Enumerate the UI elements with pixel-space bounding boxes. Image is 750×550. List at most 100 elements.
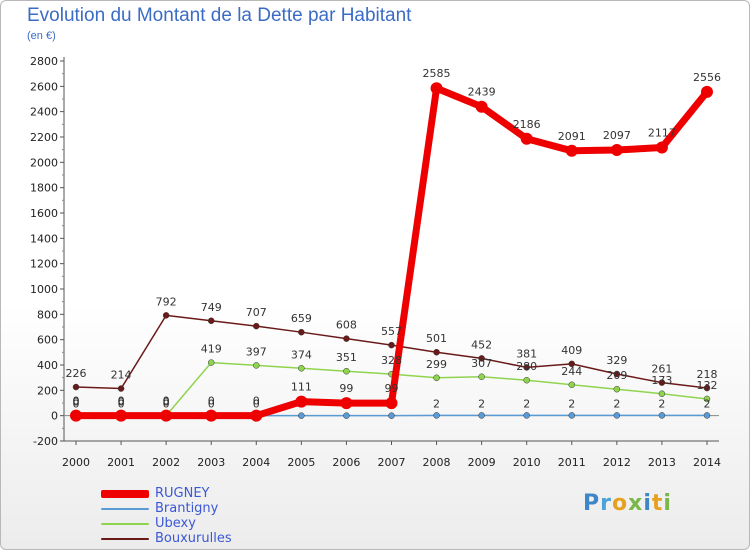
data-label: 0 (73, 398, 80, 411)
data-point (72, 383, 80, 391)
data-label: 2091 (558, 130, 586, 143)
data-label: 608 (336, 319, 357, 332)
data-point (703, 384, 711, 392)
y-tick-label: 800 (37, 308, 58, 321)
y-tick-label: 0 (51, 410, 58, 423)
data-label: 2439 (468, 86, 496, 99)
logo-letter: t (651, 491, 664, 516)
data-point (298, 365, 305, 372)
data-label: 452 (471, 338, 492, 351)
data-label: 707 (246, 306, 267, 319)
data-label: 2 (433, 397, 440, 410)
chart-legend: RUGNEY Brantigny Ubexy Bouxurulles (101, 486, 232, 546)
x-tick-label: 2002 (152, 456, 180, 469)
data-label: 2186 (513, 118, 541, 131)
legend-swatch (101, 489, 149, 498)
data-point (295, 395, 308, 408)
x-tick-label: 2000 (62, 456, 90, 469)
data-point (613, 370, 621, 378)
data-point (343, 412, 350, 419)
data-point (388, 412, 395, 419)
x-tick-label: 2004 (242, 456, 270, 469)
data-label: 749 (201, 301, 222, 314)
data-point (430, 82, 443, 95)
legend-label: Brantigny (155, 500, 219, 516)
data-label: 214 (111, 369, 132, 382)
x-tick-label: 2012 (603, 456, 631, 469)
data-label: 2585 (423, 67, 451, 80)
data-point (478, 373, 485, 381)
data-point (205, 409, 218, 422)
x-tick-label: 2008 (423, 456, 451, 469)
data-label: 261 (651, 363, 672, 376)
data-label: 0 (208, 398, 215, 411)
chart-title: Evolution du Montant de la Dette par Hab… (27, 5, 412, 26)
data-point (207, 359, 215, 366)
data-point (388, 341, 395, 349)
data-point (70, 409, 82, 422)
logo-letter: P (583, 491, 601, 516)
legend-item-bouxurulles: Bouxurulles (101, 531, 232, 546)
data-point (343, 335, 350, 342)
data-point (613, 385, 621, 393)
x-tick-label: 2003 (197, 456, 225, 469)
legend-label: Bouxurulles (155, 530, 232, 546)
data-label: 0 (118, 396, 125, 409)
y-tick-label: 400 (37, 359, 58, 372)
data-point (703, 395, 711, 403)
data-label: 280 (516, 360, 537, 373)
data-point (207, 317, 215, 325)
x-tick-label: 2010 (513, 456, 541, 469)
data-point (433, 374, 440, 382)
data-point (523, 412, 530, 419)
x-tick-label: 2011 (558, 456, 586, 469)
data-point (160, 409, 173, 422)
data-label: 501 (426, 332, 447, 345)
y-tick-label: 1000 (30, 283, 58, 296)
data-point (523, 364, 530, 371)
data-label: 0 (163, 396, 170, 409)
data-point (568, 360, 576, 368)
data-label: 226 (66, 367, 87, 380)
x-tick-label: 2014 (693, 456, 721, 469)
y-tick-label: 1400 (30, 232, 58, 245)
legend-item-ubexy: Ubexy (101, 516, 232, 531)
data-label: 307 (471, 357, 492, 370)
logo-letter: i (663, 491, 672, 516)
data-label: 2 (658, 397, 665, 410)
data-label: 0 (73, 395, 80, 408)
data-point (253, 362, 260, 369)
data-label: 0 (253, 395, 260, 408)
data-label: 173 (651, 374, 672, 387)
data-label: 374 (291, 348, 312, 361)
data-point (117, 385, 125, 392)
y-tick-label: 600 (37, 334, 58, 347)
data-point (703, 412, 711, 419)
data-label: 0 (118, 395, 125, 408)
data-point (568, 412, 576, 419)
data-label: 0 (118, 398, 125, 411)
data-point (658, 412, 666, 419)
data-point (340, 397, 353, 410)
data-label: 99 (384, 382, 398, 395)
data-label: 2117 (648, 127, 676, 140)
logo-letter: r (600, 491, 612, 516)
y-tick-label: 2200 (30, 131, 58, 144)
data-point (162, 312, 170, 319)
data-label: 792 (156, 295, 177, 308)
logo-letter: o (611, 491, 629, 516)
data-label: 218 (696, 368, 717, 381)
logo-letter: i (643, 491, 652, 516)
data-point (298, 328, 305, 336)
data-point (298, 412, 305, 419)
data-label: 419 (201, 343, 222, 356)
y-tick-label: 2000 (30, 156, 58, 169)
data-label: 381 (516, 347, 537, 360)
data-label: 351 (336, 351, 357, 364)
legend-item-brantigny: Brantigny (101, 501, 232, 516)
y-tick-label: 1800 (30, 182, 58, 195)
legend-swatch (101, 522, 149, 525)
x-tick-label: 2006 (332, 456, 360, 469)
x-tick-label: 2007 (377, 456, 405, 469)
data-label: 329 (606, 354, 627, 367)
